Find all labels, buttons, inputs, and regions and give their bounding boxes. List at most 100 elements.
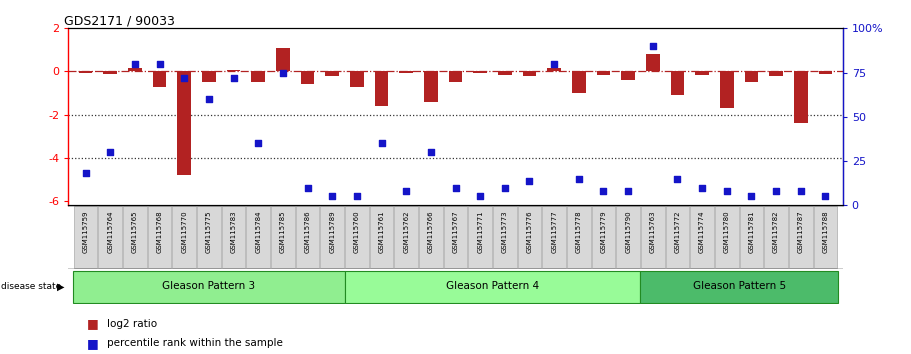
Bar — [498, 72, 512, 75]
Bar — [819, 72, 832, 74]
FancyBboxPatch shape — [567, 206, 590, 268]
Bar — [794, 72, 807, 123]
Point — [793, 188, 808, 194]
Bar — [202, 72, 216, 82]
Point — [325, 194, 340, 199]
Text: GSM115785: GSM115785 — [280, 210, 286, 253]
Bar — [325, 72, 339, 76]
FancyBboxPatch shape — [740, 206, 763, 268]
FancyBboxPatch shape — [640, 271, 838, 303]
Text: GSM115783: GSM115783 — [230, 210, 237, 253]
Point — [695, 185, 710, 190]
Bar — [597, 72, 610, 75]
Bar — [744, 72, 758, 82]
Text: GSM115775: GSM115775 — [206, 210, 212, 253]
FancyBboxPatch shape — [271, 206, 295, 268]
FancyBboxPatch shape — [221, 206, 245, 268]
FancyBboxPatch shape — [172, 206, 196, 268]
Text: GSM115774: GSM115774 — [699, 210, 705, 253]
FancyBboxPatch shape — [148, 206, 171, 268]
Point — [670, 176, 685, 182]
FancyBboxPatch shape — [789, 206, 813, 268]
Point — [301, 185, 315, 190]
Point — [251, 141, 265, 146]
Text: GSM115760: GSM115760 — [353, 210, 360, 253]
Point — [103, 149, 118, 155]
FancyBboxPatch shape — [814, 206, 837, 268]
FancyBboxPatch shape — [296, 206, 320, 268]
FancyBboxPatch shape — [764, 206, 788, 268]
Bar — [621, 72, 635, 80]
Text: GSM115779: GSM115779 — [600, 210, 607, 253]
Bar — [474, 72, 487, 73]
Text: GSM115770: GSM115770 — [181, 210, 188, 253]
FancyBboxPatch shape — [715, 206, 739, 268]
FancyBboxPatch shape — [394, 206, 418, 268]
Point — [522, 178, 537, 183]
Bar — [350, 72, 363, 87]
FancyBboxPatch shape — [666, 206, 690, 268]
Point — [226, 75, 241, 81]
Text: GSM115784: GSM115784 — [255, 210, 261, 253]
Bar — [374, 72, 388, 106]
Bar — [424, 72, 437, 102]
Text: GSM115763: GSM115763 — [650, 210, 656, 253]
Bar — [128, 68, 142, 72]
Text: percentile rank within the sample: percentile rank within the sample — [107, 338, 282, 348]
Bar — [769, 72, 783, 76]
Point — [818, 194, 833, 199]
FancyBboxPatch shape — [691, 206, 714, 268]
Text: GSM115778: GSM115778 — [576, 210, 582, 253]
Point — [571, 176, 586, 182]
FancyBboxPatch shape — [493, 206, 517, 268]
Text: log2 ratio: log2 ratio — [107, 319, 157, 329]
FancyBboxPatch shape — [542, 206, 566, 268]
FancyBboxPatch shape — [345, 206, 369, 268]
Point — [720, 188, 734, 194]
FancyBboxPatch shape — [616, 206, 640, 268]
Text: GSM115789: GSM115789 — [329, 210, 335, 253]
Text: GSM115790: GSM115790 — [625, 210, 631, 253]
Bar — [153, 72, 167, 87]
Text: GSM115776: GSM115776 — [527, 210, 533, 253]
Text: Gleason Pattern 5: Gleason Pattern 5 — [692, 281, 785, 291]
Bar — [523, 72, 537, 76]
FancyBboxPatch shape — [370, 206, 394, 268]
Point — [497, 185, 512, 190]
Bar — [670, 72, 684, 95]
Bar — [399, 72, 413, 73]
Point — [620, 188, 635, 194]
Point — [448, 185, 463, 190]
Text: GSM115768: GSM115768 — [157, 210, 162, 253]
Text: Gleason Pattern 4: Gleason Pattern 4 — [445, 281, 539, 291]
Text: GSM115786: GSM115786 — [304, 210, 311, 253]
Point — [350, 194, 364, 199]
Point — [152, 61, 167, 67]
FancyBboxPatch shape — [246, 206, 270, 268]
Text: GDS2171 / 90033: GDS2171 / 90033 — [65, 14, 175, 27]
FancyBboxPatch shape — [468, 206, 492, 268]
Point — [473, 194, 487, 199]
Point — [177, 75, 191, 81]
Bar — [548, 68, 561, 72]
FancyBboxPatch shape — [517, 206, 541, 268]
Text: GSM115762: GSM115762 — [404, 210, 409, 253]
FancyBboxPatch shape — [444, 206, 467, 268]
FancyBboxPatch shape — [197, 206, 220, 268]
Text: Gleason Pattern 3: Gleason Pattern 3 — [162, 281, 255, 291]
Point — [769, 188, 783, 194]
Text: GSM115782: GSM115782 — [773, 210, 779, 253]
Bar — [695, 72, 709, 75]
FancyBboxPatch shape — [74, 206, 97, 268]
FancyBboxPatch shape — [321, 206, 344, 268]
Point — [399, 188, 414, 194]
FancyBboxPatch shape — [591, 206, 615, 268]
Point — [547, 61, 561, 67]
Bar — [276, 48, 290, 72]
Bar — [301, 72, 314, 85]
Text: GSM115765: GSM115765 — [132, 210, 138, 253]
Point — [596, 188, 610, 194]
FancyBboxPatch shape — [641, 206, 665, 268]
Text: GSM115761: GSM115761 — [378, 210, 384, 253]
Point — [744, 194, 759, 199]
